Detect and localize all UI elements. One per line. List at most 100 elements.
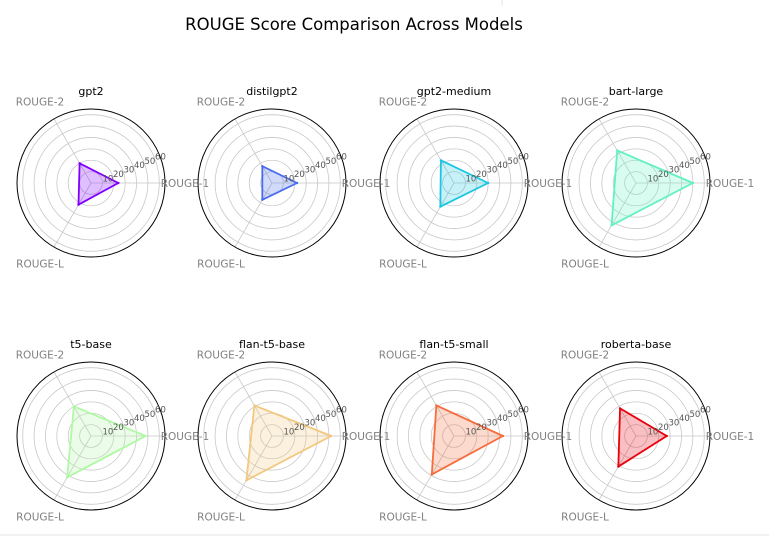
polar-frame [561, 108, 711, 258]
radial-tick-label: 20 [476, 170, 487, 180]
data-point-rouge-l [610, 224, 613, 227]
radial-tick-label: 40 [134, 161, 145, 171]
radial-tick-label: 10 [465, 427, 476, 437]
data-point-rouge-2 [616, 149, 619, 152]
radial-tick-label: 60 [155, 152, 166, 162]
radial-tick-label: 30 [486, 419, 497, 429]
data-point-rouge-1 [117, 181, 120, 185]
radar-panel-bart-large: 10 20 30 40 50 60 ROUGE-1 ROUGE-2 ROUGE-L bart-la… [561, 85, 755, 270]
radar-panel-distilgpt2: 10 20 30 40 50 60 ROUGE-1 ROUGE-2 ROUGE-L distilg… [197, 85, 391, 270]
spoke-line [234, 182, 273, 248]
data-point-rouge-l [261, 198, 264, 201]
radial-tick-label: 30 [304, 419, 315, 429]
series-area-bart-large [610, 149, 694, 227]
panel-title-flan-t5-small: flan-t5-small [419, 338, 488, 351]
axis-label-rouge-1: ROUGE-1 [161, 178, 210, 190]
radial-tick-label: 50 [690, 410, 701, 420]
radial-tick-label: 60 [700, 405, 711, 415]
polar-frame [561, 361, 711, 511]
axis-label-rouge-l: ROUGE-L [197, 258, 245, 270]
data-point-rouge-l [430, 473, 433, 476]
panel-title-bart-large: bart-large [609, 85, 664, 98]
axis-label-rouge-1: ROUGE-1 [524, 178, 573, 190]
radial-tick-label: 30 [123, 419, 134, 429]
radial-tick-label: 50 [326, 410, 337, 420]
data-point-rouge-1 [665, 434, 668, 438]
radial-tick-label: 30 [668, 166, 679, 176]
data-point-rouge-2 [435, 404, 438, 407]
data-point-rouge-2 [72, 405, 76, 408]
axis-label-rouge-1: ROUGE-1 [342, 178, 391, 190]
data-point-rouge-l [245, 479, 248, 482]
spoke-line [53, 118, 92, 184]
radar-panel-flan-t5-base: 10 20 30 40 50 60 ROUGE-1 ROUGE-2 ROUGE-L flan-t5… [197, 338, 391, 523]
axis-label-rouge-1: ROUGE-1 [342, 431, 391, 443]
axis-label-rouge-l: ROUGE-L [16, 511, 64, 523]
polar-frame [379, 108, 529, 258]
axis-label-rouge-1: ROUGE-1 [706, 178, 755, 190]
radar-panel-gpt2-medium: 10 20 30 40 50 60 ROUGE-1 ROUGE-2 ROUGE-L gpt2-me… [379, 85, 573, 270]
radial-tick-label: 30 [304, 166, 315, 176]
radial-tick-label: 10 [647, 427, 658, 437]
radial-tick-label: 60 [336, 405, 347, 415]
panel-title-gpt2-medium: gpt2-medium [417, 85, 491, 98]
axis-label-rouge-1: ROUGE-1 [706, 431, 755, 443]
radial-tick-label: 30 [123, 166, 134, 176]
data-point-rouge-l [77, 203, 80, 206]
polar-frame [16, 361, 166, 511]
radial-tick-label: 30 [486, 166, 497, 176]
spoke-line [53, 371, 92, 437]
spoke-line [598, 435, 637, 501]
radial-tick-label: 40 [497, 161, 508, 171]
series-area-roberta-base [617, 407, 668, 468]
axis-label-rouge-l: ROUGE-L [561, 511, 609, 523]
series-area-gpt2 [77, 162, 120, 206]
radial-tick-label: 10 [283, 174, 294, 184]
axis-label-rouge-2: ROUGE-2 [197, 350, 246, 362]
series-area-t5-base [66, 405, 147, 479]
radial-tick-label: 40 [134, 414, 145, 424]
radial-tick-label: 60 [518, 405, 529, 415]
radial-tick-label: 40 [679, 161, 690, 171]
data-point-rouge-2 [78, 162, 81, 165]
data-point-rouge-2 [618, 407, 622, 410]
axis-label-rouge-l: ROUGE-L [379, 511, 427, 523]
radial-tick-label: 10 [465, 174, 476, 184]
radial-tick-label: 50 [326, 157, 337, 167]
spoke-line [598, 182, 637, 248]
spoke-line [234, 371, 273, 437]
data-point-rouge-l [439, 205, 442, 208]
radial-tick-label: 60 [155, 405, 166, 415]
radial-tick-label: 20 [294, 423, 305, 433]
radar-panel-gpt2: 10 20 30 40 50 60 ROUGE-1 ROUGE-2 ROUGE-L gpt2 [16, 85, 210, 270]
spoke-line [234, 118, 273, 184]
spoke-line [416, 118, 455, 184]
data-point-rouge-2 [253, 404, 256, 407]
panel-title-t5-base: t5-base [70, 338, 112, 351]
data-point-rouge-1 [144, 434, 147, 438]
series-area-flan-t5-small [430, 404, 504, 476]
spoke-line [53, 435, 92, 501]
data-point-rouge-1 [501, 434, 505, 438]
axis-label-rouge-1: ROUGE-1 [161, 431, 210, 443]
radial-tick-label: 50 [145, 157, 156, 167]
axis-label-rouge-l: ROUGE-L [561, 258, 609, 270]
panel-title-roberta-base: roberta-base [601, 338, 672, 351]
axis-label-rouge-1: ROUGE-1 [524, 431, 573, 443]
spoke-line [416, 182, 455, 248]
series-area-gpt2-medium [439, 159, 490, 208]
polar-frame [379, 361, 529, 511]
data-point-rouge-1 [486, 181, 490, 185]
data-point-rouge-1 [691, 181, 695, 185]
radar-panel-t5-base: 10 20 30 40 50 60 ROUGE-1 ROUGE-2 ROUGE-L t5-base [16, 338, 210, 523]
data-point-rouge-1 [295, 181, 299, 185]
data-point-rouge-l [65, 476, 69, 479]
radial-tick-label: 50 [690, 157, 701, 167]
axis-label-rouge-2: ROUGE-2 [16, 97, 65, 109]
radial-tick-label: 50 [145, 410, 156, 420]
radial-tick-label: 20 [658, 423, 669, 433]
spoke-line [598, 371, 637, 437]
radial-tick-label: 40 [497, 414, 508, 424]
